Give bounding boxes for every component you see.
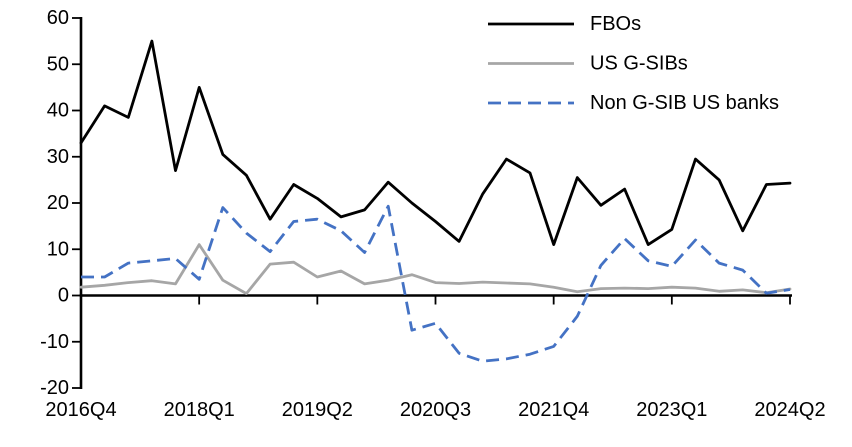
x-tick-label: 2018Q1 <box>164 399 235 421</box>
x-tick-label: 2019Q2 <box>282 399 353 421</box>
y-tick-label: 10 <box>47 238 69 260</box>
x-tick-label: 2016Q4 <box>45 399 116 421</box>
y-tick-label: 20 <box>47 192 69 214</box>
legend-label: Non G-SIB US banks <box>590 92 779 114</box>
y-tick-label: -10 <box>40 331 69 353</box>
legend-item: Non G-SIB US banks <box>488 92 779 114</box>
legend: FBOs US G-SIBs Non G-SIB US banks <box>488 13 779 114</box>
series-line-us-g-sibs <box>79 243 792 296</box>
x-tick-label: 2024Q2 <box>754 399 825 421</box>
legend-item: US G-SIBs <box>488 53 688 75</box>
legend-label: FBOs <box>590 13 641 35</box>
y-tick-label: 0 <box>58 285 69 307</box>
y-tick-label: 40 <box>47 100 69 122</box>
y-tick-label: 60 <box>47 7 69 29</box>
series-line-non-g-sib-us-banks <box>81 204 791 363</box>
x-tick-label: 2023Q1 <box>636 399 707 421</box>
y-tick-label: 30 <box>47 146 69 168</box>
x-tick-label: 2020Q3 <box>400 399 471 421</box>
series-line-fbos <box>79 39 792 247</box>
y-tick-label: 50 <box>47 53 69 75</box>
legend-label: US G-SIBs <box>590 53 688 75</box>
x-tick-label: 2021Q4 <box>518 399 589 421</box>
y-tick-label: -20 <box>40 377 69 399</box>
legend-item: FBOs <box>488 13 641 35</box>
